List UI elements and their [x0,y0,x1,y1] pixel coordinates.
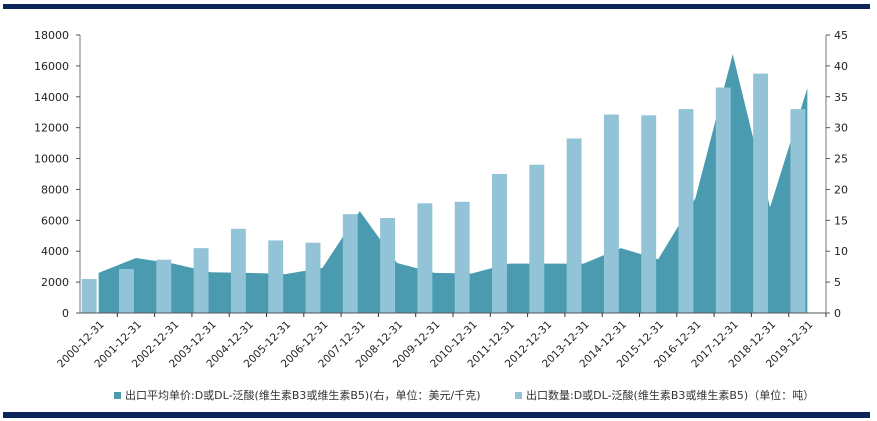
left-axis-tick-label: 14000 [34,91,69,104]
left-axis-tick-label: 16000 [34,60,69,73]
x-axis-ticks: 2000-12-312001-12-312002-12-312003-12-31… [55,313,827,370]
quantity-bar [342,214,358,313]
left-axis-ticks: 0 2000 4000 6000 8000 10000 12000 14000 16000 180… [34,29,80,320]
quantity-bar [790,109,806,313]
quantity-bar [380,218,396,313]
quantity-bar [603,114,619,314]
quantity-bar [678,109,694,313]
left-axis-tick-label: 2000 [41,276,69,289]
right-axis-tick-label: 45 [834,29,848,42]
left-axis-tick-label: 8000 [41,183,69,196]
bottom-border-bar [3,412,870,418]
quantity-bar [305,242,321,313]
legend-item-price: 出口平均单价:D或DL-泛酸(维生素B3或维生素B5)(右，单位：美元/千克) [114,387,481,403]
quantity-bar [454,201,470,313]
right-axis-tick-label: 35 [834,91,848,104]
quantity-bar [492,174,507,313]
legend-label-quantity: 出口数量:D或DL-泛酸(维生素B3或维生素B5)（单位：吨） [526,389,815,402]
left-axis-tick-label: 0 [62,307,69,320]
quantity-bar [119,268,134,313]
quantity-bar [193,248,209,313]
quantity-bar [81,279,97,313]
left-axis-tick-label: 4000 [41,245,69,258]
right-axis-tick-label: 25 [834,153,848,166]
quantity-bar [417,203,433,313]
right-axis-tick-label: 10 [834,245,848,258]
right-axis-tick-label: 20 [834,183,848,196]
left-axis-tick-label: 6000 [41,214,69,227]
quantity-bar [715,87,731,313]
quantity-bar [753,73,769,313]
quantity-bar [156,259,172,313]
left-axis-tick-label: 12000 [34,122,69,135]
right-axis-tick-label: 0 [834,307,841,320]
quantity-bar [230,228,246,313]
legend-swatch-quantity-icon [515,391,522,399]
right-axis-tick-label: 15 [834,214,848,227]
left-axis-tick-label: 10000 [34,153,69,166]
right-axis-ticks: 0 5 10 15 20 25 30 35 40 45 [826,29,848,320]
legend-label-price: 出口平均单价:D或DL-泛酸(维生素B3或维生素B5)(右，单位：美元/千克) [125,389,481,402]
quantity-bar [641,115,657,313]
legend-swatch-price-icon [114,391,121,399]
right-axis-tick-label: 5 [834,276,841,289]
quantity-bar [529,164,545,313]
legend-item-quantity: 出口数量:D或DL-泛酸(维生素B3或维生素B5)（单位：吨） [515,387,814,403]
quantity-bar [566,138,582,313]
quantity-bar-series [81,73,806,314]
top-border-bar [3,4,870,9]
right-axis-tick-label: 40 [834,60,848,73]
quantity-bar [268,240,284,313]
left-axis-tick-label: 18000 [34,29,69,42]
right-axis-tick-label: 30 [834,122,848,135]
